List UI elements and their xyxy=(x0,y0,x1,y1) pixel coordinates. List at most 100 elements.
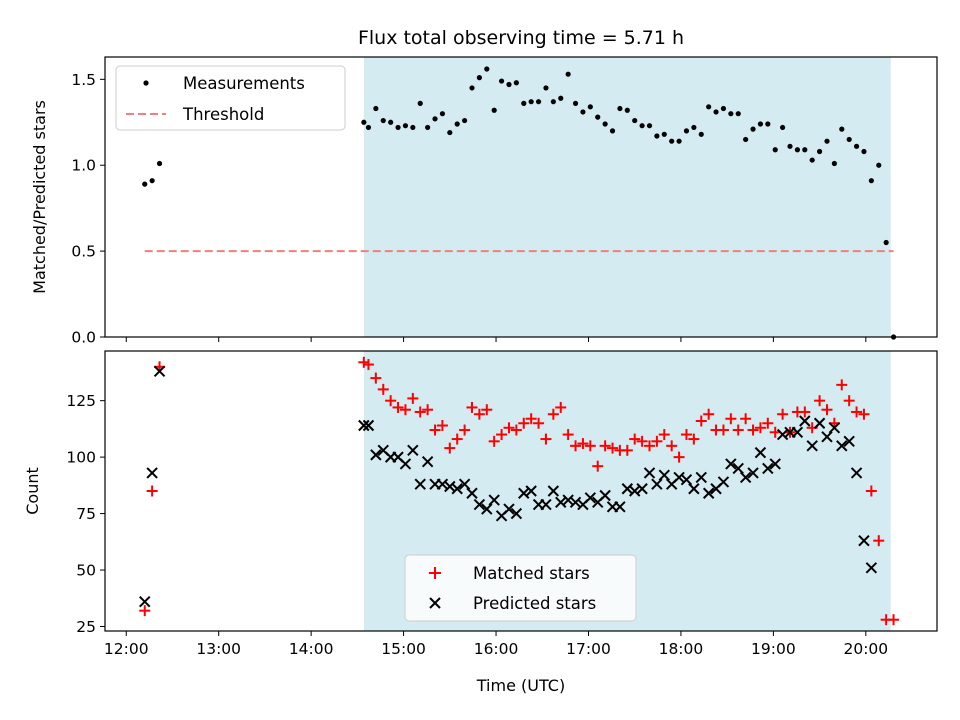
matched-star-point xyxy=(584,440,596,452)
top-legend: Measurements Threshold xyxy=(115,65,346,131)
measurement-point xyxy=(609,128,616,134)
matched-star-point xyxy=(488,435,500,447)
predicted-star-point xyxy=(146,467,158,479)
predicted-star-point xyxy=(754,446,767,459)
matched-star-point xyxy=(444,442,456,454)
bottom-panel: 12:00 13:00 14:00 15:00 16:00 17:00 18:00 19:00… xyxy=(23,350,938,695)
predicted-star-point xyxy=(791,426,804,438)
predicted-star-point xyxy=(518,487,530,499)
matched-star-point xyxy=(562,429,574,441)
x-tick-label: 17:00 xyxy=(566,640,611,658)
predicted-star-point xyxy=(799,415,811,427)
predicted-star-point xyxy=(865,562,878,574)
predicted-star-point xyxy=(599,489,611,502)
measurement-point xyxy=(447,129,453,136)
predicted-star-point xyxy=(843,435,855,448)
matched-star-point xyxy=(510,424,522,436)
predicted-star-point xyxy=(695,471,707,484)
measurement-point xyxy=(824,138,830,144)
predicted-star-point xyxy=(444,480,456,493)
measurement-point xyxy=(506,81,512,88)
measurement-point xyxy=(156,160,163,167)
x-tick-label: 14:00 xyxy=(289,640,334,658)
measurement-point xyxy=(839,126,845,132)
matched-star-point xyxy=(858,408,870,420)
predicted-star-point xyxy=(806,440,818,452)
top-legend-box xyxy=(115,65,346,131)
measurement-point xyxy=(498,78,505,84)
predicted-star-point xyxy=(651,478,663,490)
measurement-point xyxy=(417,100,423,106)
measurement-point xyxy=(780,124,786,131)
matched-star-point xyxy=(607,442,619,454)
measurement-point xyxy=(521,100,527,106)
matched-star-point xyxy=(777,408,789,420)
measurement-point xyxy=(491,107,497,113)
y-tick-label: 100 xyxy=(66,449,96,467)
predicted-star-point xyxy=(421,455,434,468)
matched-star-point xyxy=(851,406,863,418)
matched-star-point xyxy=(762,417,774,429)
matched-star-point xyxy=(377,383,389,395)
measurement-point xyxy=(361,119,367,125)
predicted-star-point xyxy=(762,462,774,475)
predicted-star-point xyxy=(503,503,515,515)
matched-star-point xyxy=(865,485,877,497)
predicted-star-point xyxy=(813,417,826,429)
measurement-point xyxy=(787,143,793,149)
measurement-point xyxy=(439,111,446,117)
measurement-point xyxy=(646,123,653,129)
predicted-star-point xyxy=(836,440,848,452)
matched-star-point xyxy=(799,406,811,418)
matched-star-point xyxy=(540,433,552,445)
matched-star-point xyxy=(658,429,670,441)
measurement-point xyxy=(676,138,682,144)
x-tick-label: 15:00 xyxy=(381,640,426,658)
measurement-point xyxy=(402,123,409,129)
bottom-legend: Matched stars Predicted stars xyxy=(404,554,637,622)
predicted-star-point xyxy=(725,458,737,470)
predicted-star-point xyxy=(732,462,744,475)
predicted-star-point xyxy=(643,467,656,479)
top-observing-span xyxy=(363,57,891,337)
x-axis-label: Time (UTC) xyxy=(476,676,565,695)
legend-threshold-label: Threshold xyxy=(182,105,264,124)
y-tick-label: 75 xyxy=(76,505,96,523)
predicted-star-point xyxy=(614,501,626,513)
predicted-star-point xyxy=(525,485,537,497)
measurement-point xyxy=(365,124,372,131)
matched-star-point xyxy=(651,435,663,447)
measurement-point xyxy=(883,239,889,246)
y-tick-label: 125 xyxy=(66,392,96,410)
measurement-point xyxy=(632,117,638,124)
matched-star-point xyxy=(577,438,589,450)
measurement-point xyxy=(757,121,764,127)
x-tick-label: 13:00 xyxy=(196,640,241,658)
matched-star-point xyxy=(399,404,411,416)
matched-star-point xyxy=(695,415,707,427)
measurement-point xyxy=(720,105,727,112)
x-tick-label: 12:00 xyxy=(104,640,149,658)
measurement-point xyxy=(558,95,564,101)
predicted-star-point xyxy=(451,483,463,495)
predicted-star-point xyxy=(436,478,449,490)
predicted-star-point xyxy=(358,419,370,432)
matched-star-point xyxy=(466,401,478,413)
predicted-star-point xyxy=(621,483,634,495)
measurement-point xyxy=(425,124,431,131)
predicted-star-point xyxy=(658,469,670,481)
measurement-point xyxy=(772,147,778,153)
matched-star-point xyxy=(547,408,559,420)
legend-matched-marker xyxy=(429,567,441,579)
measurement-point xyxy=(617,105,623,112)
measurement-point xyxy=(846,136,852,143)
measurement-point xyxy=(713,109,719,115)
x-tick-label: 19:00 xyxy=(751,640,796,658)
predicted-star-point xyxy=(821,431,833,443)
bottom-legend-box xyxy=(404,554,637,622)
predicted-star-point xyxy=(858,534,870,547)
measurement-point xyxy=(580,109,586,115)
matched-star-point xyxy=(599,440,611,452)
legend-measurements-label: Measurements xyxy=(183,74,305,93)
measurement-point xyxy=(861,148,867,155)
